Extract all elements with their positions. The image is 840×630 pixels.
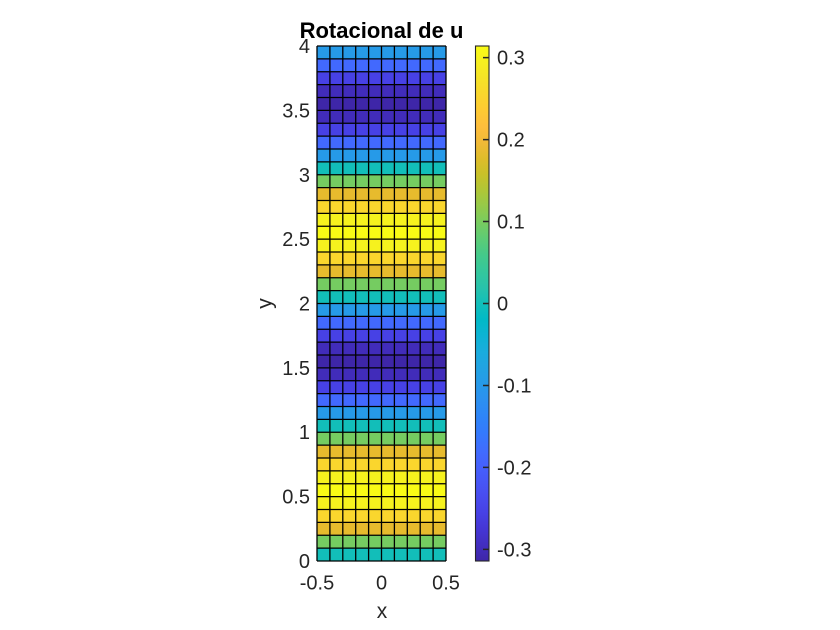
svg-text:0.1: 0.1 [497, 212, 525, 234]
svg-text:4: 4 [299, 36, 310, 58]
svg-text:0.2: 0.2 [497, 130, 525, 152]
svg-text:-0.5: -0.5 [300, 573, 334, 595]
svg-text:-0.1: -0.1 [497, 376, 531, 398]
svg-text:0.3: 0.3 [497, 48, 525, 70]
svg-text:0: 0 [497, 294, 508, 316]
svg-text:2: 2 [299, 294, 310, 316]
svg-text:1.5: 1.5 [282, 358, 310, 380]
svg-text:x: x [377, 600, 388, 623]
svg-text:0: 0 [299, 551, 310, 573]
svg-text:0: 0 [376, 573, 387, 595]
svg-text:3.5: 3.5 [282, 100, 310, 122]
svg-text:-0.3: -0.3 [497, 539, 531, 561]
svg-text:y: y [254, 298, 277, 309]
svg-text:Rotacional de u: Rotacional de u [300, 18, 464, 43]
svg-text:0.5: 0.5 [282, 487, 310, 509]
svg-text:3: 3 [299, 165, 310, 187]
svg-text:0.5: 0.5 [432, 573, 460, 595]
svg-text:1: 1 [299, 422, 310, 444]
svg-text:-0.2: -0.2 [497, 457, 531, 479]
svg-text:2.5: 2.5 [282, 229, 310, 251]
